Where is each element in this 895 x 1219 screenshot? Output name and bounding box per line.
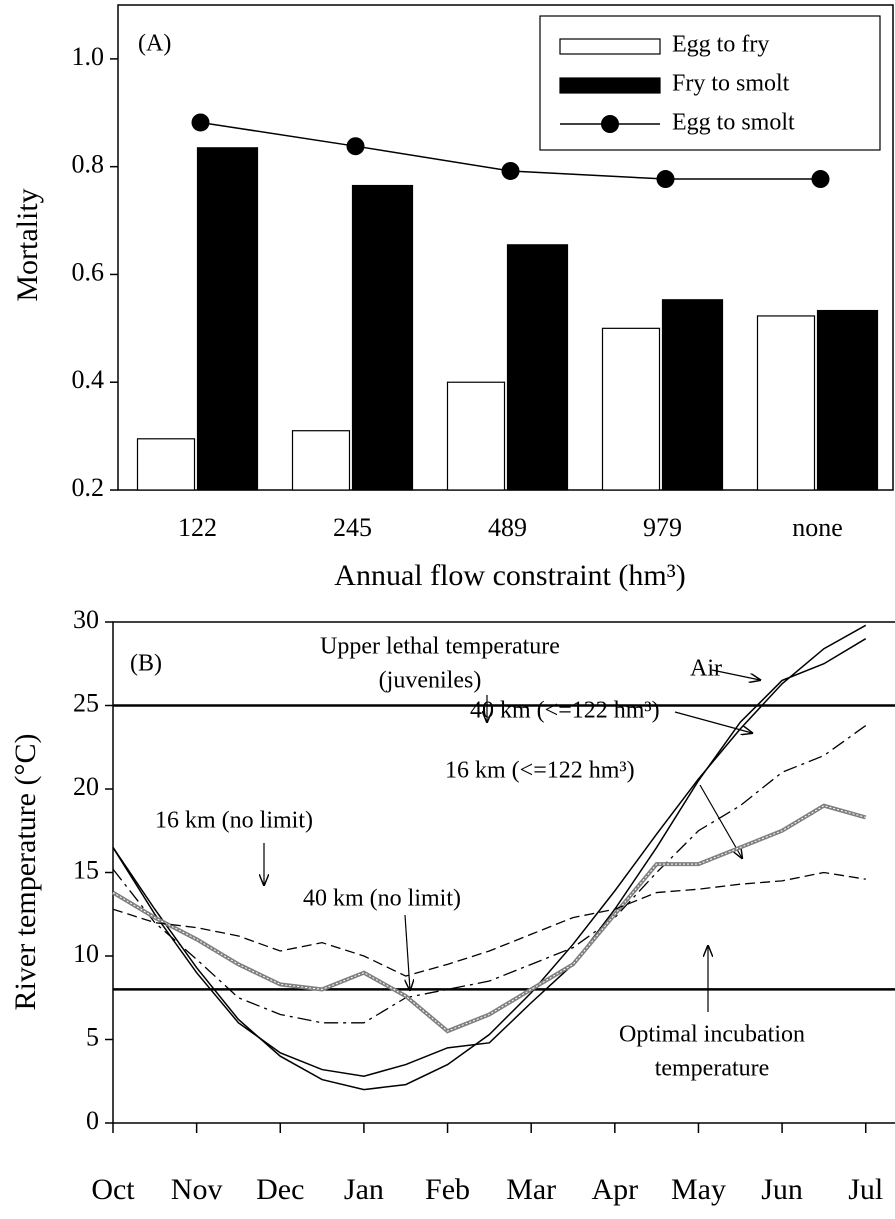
marker	[656, 170, 675, 189]
plot-frame	[117, 4, 894, 491]
x-tick-label: 489	[488, 513, 527, 542]
bar	[136, 438, 196, 491]
x-tick-label: Mar	[506, 1173, 556, 1206]
x-tick-label: Feb	[425, 1173, 470, 1206]
y-tick-label: 0.2	[72, 473, 105, 502]
arrows	[264, 669, 760, 1012]
marker	[811, 170, 830, 189]
legend-label: Egg to smolt	[672, 110, 795, 136]
arrow	[699, 784, 742, 858]
series-annotation: 16 km (<=122 hm³)	[445, 758, 635, 784]
legend-swatch	[601, 115, 619, 133]
x-tick-label: 979	[643, 513, 682, 542]
x-tick-label: 245	[333, 513, 372, 542]
y-tick-label: 0.4	[72, 365, 105, 394]
bar	[351, 184, 414, 491]
y-tick-label: 1.0	[72, 42, 105, 71]
series-annotation: Air	[690, 656, 722, 682]
panel-label: (A)	[138, 31, 171, 57]
y-tick-label: 0	[86, 1106, 99, 1135]
y-tick-label: 0.8	[72, 150, 105, 179]
series-line	[112, 638, 867, 1078]
series-line	[112, 871, 866, 977]
series-annotation: 40 km (no limit)	[303, 886, 461, 912]
reference-label: Upper lethal temperature	[320, 634, 560, 660]
x-tick-label: Jan	[344, 1173, 384, 1206]
panel-label: (B)	[130, 651, 162, 677]
x-tick-label: Jul	[848, 1173, 883, 1206]
y-tick-label: 5	[86, 1022, 99, 1051]
series-annotation: 40 km (<=122 hm³)	[470, 698, 660, 724]
x-tick-label: none	[792, 513, 843, 542]
bar	[196, 147, 259, 491]
series-line	[112, 725, 867, 1024]
y-tick-label: 10	[73, 939, 99, 968]
y-axis-label: Mortality	[11, 188, 44, 301]
reference-label: (juveniles)	[379, 668, 482, 694]
bar	[756, 315, 816, 491]
series-line-core	[112, 805, 866, 1032]
y-tick-label: 0.6	[72, 257, 105, 286]
marker	[191, 113, 210, 132]
x-tick-label: Apr	[591, 1173, 638, 1206]
reference-label: Optimal incubation	[619, 1022, 805, 1048]
series-annotation: 16 km (no limit)	[155, 808, 313, 834]
bar	[506, 244, 569, 491]
y-tick-label: 15	[73, 855, 99, 884]
legend-label: Fry to smolt	[672, 71, 790, 97]
bar	[291, 430, 351, 491]
bar	[601, 327, 661, 491]
y-tick-label: 30	[73, 605, 99, 634]
x-tick-label: Dec	[256, 1173, 304, 1206]
y-tick-label: 25	[73, 688, 99, 717]
x-axis-label: Annual flow constraint (hm³)	[334, 559, 685, 592]
arrow	[404, 914, 410, 990]
bar	[661, 299, 724, 491]
bar	[446, 381, 506, 491]
x-tick-label: Oct	[91, 1173, 135, 1206]
x-tick-label: Jun	[761, 1173, 803, 1206]
series-line	[112, 624, 867, 1091]
legend-swatch	[559, 77, 661, 94]
series-line	[111, 803, 867, 1034]
marker	[346, 137, 365, 156]
arrow	[711, 669, 760, 680]
x-tick-label: Nov	[171, 1173, 223, 1206]
reference-label: temperature	[655, 1056, 770, 1082]
legend-swatch	[559, 38, 661, 55]
y-axis-label: River temperature (°C)	[9, 734, 42, 1011]
legend-label: Egg to fry	[672, 32, 769, 58]
x-tick-label: 122	[178, 513, 217, 542]
marker	[501, 161, 520, 180]
y-tick-label: 20	[73, 772, 99, 801]
x-tick-label: May	[671, 1173, 726, 1206]
bar	[816, 309, 879, 491]
